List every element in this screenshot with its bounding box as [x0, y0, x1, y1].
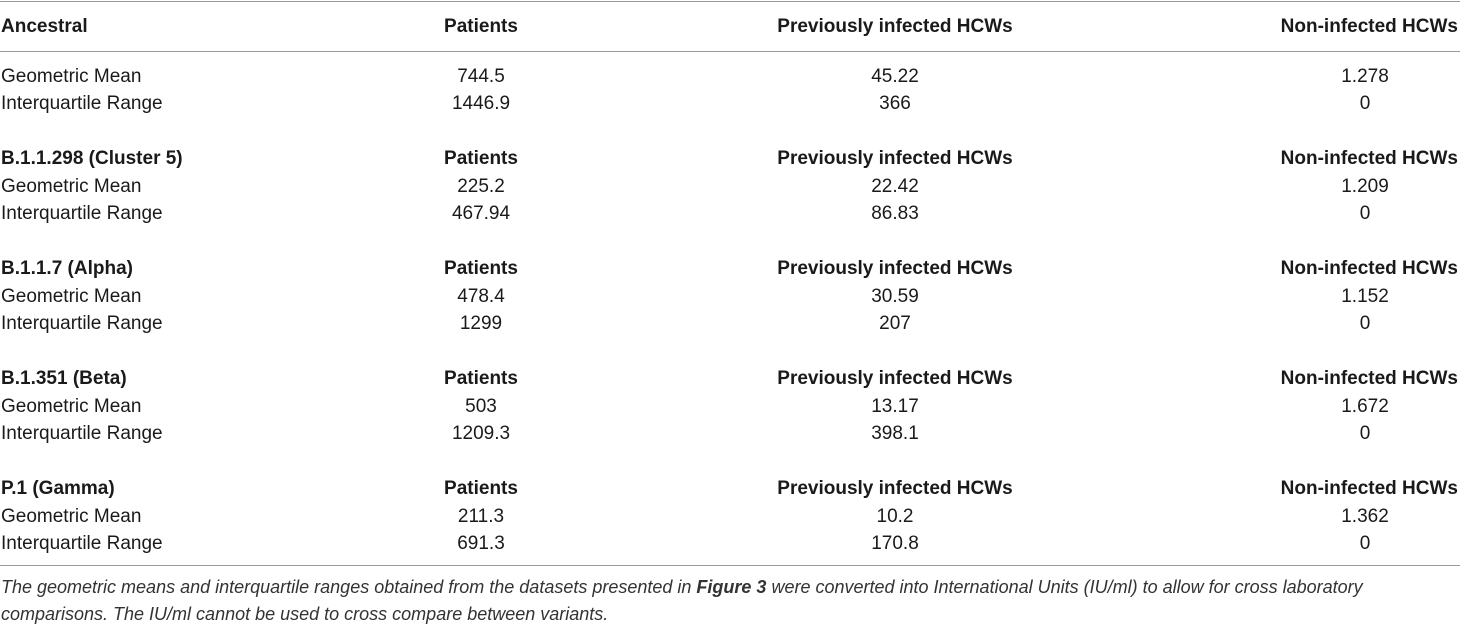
col-header-previously-infected: Previously infected HCWs — [777, 368, 1013, 389]
row-label: Geometric Mean — [1, 286, 142, 307]
row-label: Geometric Mean — [1, 176, 142, 197]
cell-patients: 691.3 — [457, 533, 505, 554]
cell-previously-infected: 398.1 — [871, 423, 919, 444]
cell-patients: 744.5 — [457, 66, 505, 87]
col-header-patients: Patients — [444, 16, 518, 37]
figure-reference-link[interactable]: Figure 3 — [696, 577, 767, 597]
col-header-patients: Patients — [444, 478, 518, 499]
col-header-previously-infected: Previously infected HCWs — [777, 258, 1013, 279]
col-header-patients: Patients — [444, 258, 518, 279]
col-header-previously-infected: Previously infected HCWs — [777, 148, 1013, 169]
table-row: Geometric Mean 503 13.17 1.672 — [0, 393, 1460, 420]
table-row: Interquartile Range 1446.9 366 0 — [0, 90, 1460, 117]
cell-previously-infected: 170.8 — [871, 533, 919, 554]
cell-previously-infected: 45.22 — [871, 66, 919, 87]
cell-patients: 478.4 — [457, 286, 505, 307]
col-header-previously-infected: Previously infected HCWs — [777, 478, 1013, 499]
section-header-ancestral: Ancestral Patients Previously infected H… — [0, 13, 1460, 40]
row-label: Geometric Mean — [1, 66, 142, 87]
cell-patients: 1446.9 — [451, 93, 511, 114]
table-row: Interquartile Range 691.3 170.8 0 — [0, 530, 1460, 557]
row-label: Geometric Mean — [1, 396, 142, 417]
cell-previously-infected: 30.59 — [871, 286, 919, 307]
cell-previously-infected: 366 — [879, 93, 911, 114]
cell-patients: 1209.3 — [451, 423, 511, 444]
col-header-patients: Patients — [444, 148, 518, 169]
cell-non-infected: 1.152 — [1341, 286, 1389, 307]
cell-non-infected: 1.672 — [1341, 396, 1389, 417]
row-label: Interquartile Range — [1, 93, 163, 114]
cell-non-infected: 1.209 — [1341, 176, 1389, 197]
col-header-non-infected: Non-infected HCWs — [1280, 478, 1458, 499]
variant-label: Ancestral — [1, 16, 88, 37]
cell-previously-infected: 86.83 — [871, 203, 919, 224]
col-header-previously-infected: Previously infected HCWs — [777, 16, 1013, 37]
caption-text-before: The geometric means and interquartile ra… — [1, 577, 697, 597]
cell-previously-infected: 13.17 — [871, 396, 919, 417]
cell-patients: 503 — [465, 396, 497, 417]
cell-patients: 225.2 — [457, 176, 505, 197]
table-row: Geometric Mean 225.2 22.42 1.209 — [0, 173, 1460, 200]
row-label: Interquartile Range — [1, 533, 163, 554]
cell-non-infected: 0 — [1359, 313, 1371, 334]
header-rule — [0, 51, 1460, 52]
col-header-non-infected: Non-infected HCWs — [1280, 258, 1458, 279]
section-header-cluster5: B.1.1.298 (Cluster 5) Patients Previousl… — [0, 145, 1460, 172]
table-row: Geometric Mean 478.4 30.59 1.152 — [0, 283, 1460, 310]
section-header-beta: B.1.351 (Beta) Patients Previously infec… — [0, 365, 1460, 392]
table-row: Interquartile Range 1209.3 398.1 0 — [0, 420, 1460, 447]
row-label: Interquartile Range — [1, 203, 163, 224]
cell-non-infected: 0 — [1359, 533, 1371, 554]
cell-previously-infected: 10.2 — [876, 506, 914, 527]
row-label: Interquartile Range — [1, 423, 163, 444]
table-row: Interquartile Range 467.94 86.83 0 — [0, 200, 1460, 227]
cell-non-infected: 0 — [1359, 93, 1371, 114]
cell-previously-infected: 22.42 — [871, 176, 919, 197]
table-row: Interquartile Range 1299 207 0 — [0, 310, 1460, 337]
cell-non-infected: 0 — [1359, 423, 1371, 444]
row-label: Interquartile Range — [1, 313, 163, 334]
col-header-non-infected: Non-infected HCWs — [1280, 16, 1458, 37]
cell-non-infected: 1.278 — [1341, 66, 1389, 87]
cell-patients: 467.94 — [451, 203, 511, 224]
table-row: Geometric Mean 744.5 45.22 1.278 — [0, 63, 1460, 90]
variant-label: P.1 (Gamma) — [1, 478, 115, 499]
section-header-gamma: P.1 (Gamma) Patients Previously infected… — [0, 475, 1460, 502]
cell-patients: 211.3 — [457, 506, 505, 527]
table-caption: The geometric means and interquartile ra… — [1, 574, 1459, 628]
variant-label: B.1.351 (Beta) — [1, 368, 127, 389]
table-bottom-rule — [0, 565, 1460, 566]
col-header-patients: Patients — [444, 368, 518, 389]
section-header-alpha: B.1.1.7 (Alpha) Patients Previously infe… — [0, 255, 1460, 282]
variant-label: B.1.1.7 (Alpha) — [1, 258, 133, 279]
caption-text-after: were converted into International Units … — [1, 577, 1363, 624]
table-top-rule — [0, 1, 1460, 2]
cell-previously-infected: 207 — [879, 313, 911, 334]
col-header-non-infected: Non-infected HCWs — [1280, 148, 1458, 169]
cell-non-infected: 0 — [1359, 203, 1371, 224]
cell-non-infected: 1.362 — [1341, 506, 1389, 527]
table-row: Geometric Mean 211.3 10.2 1.362 — [0, 503, 1460, 530]
variant-label: B.1.1.298 (Cluster 5) — [1, 148, 183, 169]
cell-patients: 1299 — [459, 313, 503, 334]
row-label: Geometric Mean — [1, 506, 142, 527]
col-header-non-infected: Non-infected HCWs — [1280, 368, 1458, 389]
